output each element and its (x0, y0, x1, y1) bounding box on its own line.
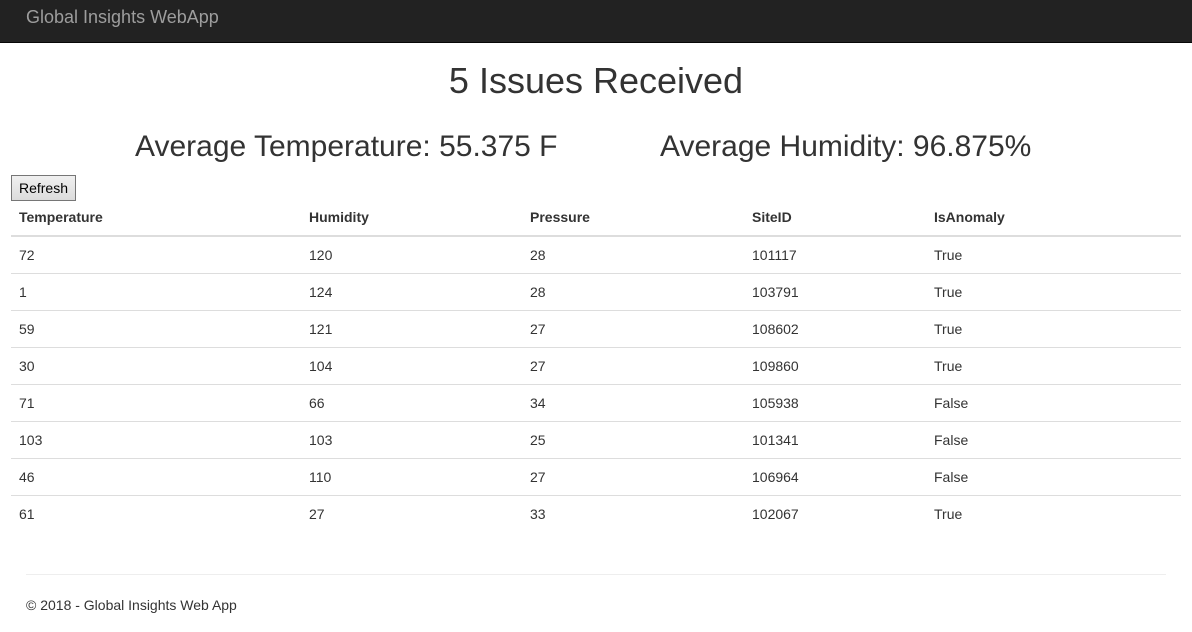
cell-temperature: 30 (11, 346, 301, 384)
cell-temperature: 61 (11, 494, 301, 532)
cell-pressure: 28 (522, 272, 744, 310)
navbar: Global Insights WebApp (0, 0, 1192, 43)
header-isanomaly: IsAnomaly (926, 199, 1181, 237)
cell-humidity: 124 (301, 272, 522, 310)
cell-isanomaly: True (926, 494, 1181, 532)
cell-temperature: 1 (11, 272, 301, 310)
cell-siteid: 108602 (744, 309, 926, 347)
table-row: 103 103 25 101341 False (11, 420, 1181, 458)
footer-divider (26, 574, 1166, 575)
header-siteid: SiteID (744, 199, 926, 237)
cell-siteid: 101341 (744, 420, 926, 458)
cell-temperature: 46 (11, 457, 301, 495)
readings-table: Temperature Humidity Pressure SiteID IsA… (11, 199, 1181, 532)
cell-isanomaly: True (926, 309, 1181, 347)
cell-siteid: 109860 (744, 346, 926, 384)
cell-humidity: 120 (309, 246, 333, 263)
cell-humidity: 121 (301, 309, 522, 347)
average-temperature: Average Temperature: 55.375 F (135, 130, 558, 163)
refresh-button[interactable]: Refresh (11, 175, 76, 201)
cell-isanomaly: False (926, 383, 1181, 421)
cell-humidity: 66 (301, 383, 522, 421)
header-pressure: Pressure (522, 199, 744, 237)
table-row: 30 104 27 109860 True (11, 346, 1181, 384)
cell-siteid: 101117 (752, 246, 797, 263)
cell-isanomaly: False (926, 420, 1181, 458)
cell-humidity: 103 (301, 420, 522, 458)
table-row: 1 124 28 103791 True (11, 272, 1181, 310)
cell-humidity: 27 (301, 494, 522, 532)
table-row: 71 66 34 105938 False (11, 383, 1181, 421)
page-title: 5 Issues Received (448, 60, 744, 101)
cell-isanomaly: True (934, 246, 963, 263)
cell-temperature: 59 (11, 309, 301, 347)
table-header-row: Temperature Humidity Pressure SiteID IsA… (11, 199, 1181, 237)
cell-temperature: 72 (19, 246, 35, 263)
table-row: 72 120 28 101117 True (11, 236, 1181, 273)
cell-isanomaly: False (926, 457, 1181, 495)
cell-temperature: 103 (11, 420, 301, 458)
cell-pressure: 33 (522, 494, 744, 532)
cell-siteid: 102067 (744, 494, 926, 532)
cell-isanomaly: True (926, 272, 1181, 310)
cell-siteid: 103791 (744, 272, 926, 310)
header-humidity: Humidity (301, 199, 522, 237)
cell-temperature: 71 (11, 383, 301, 421)
cell-pressure: 25 (522, 420, 744, 458)
cell-isanomaly: True (926, 346, 1181, 384)
cell-humidity: 104 (301, 346, 522, 384)
brand-link[interactable]: Global Insights WebApp (26, 7, 219, 27)
cell-pressure: 34 (522, 383, 744, 421)
cell-pressure: 27 (522, 309, 744, 347)
table-row: 46 110 27 106964 False (11, 457, 1181, 495)
cell-siteid: 106964 (744, 457, 926, 495)
table-row: 61 27 33 102067 True (11, 494, 1181, 532)
cell-pressure: 27 (522, 346, 744, 384)
cell-pressure: 28 (530, 246, 546, 263)
footer-copyright: © 2018 - Global Insights Web App (26, 597, 237, 613)
header-temperature: Temperature (11, 199, 301, 237)
cell-pressure: 27 (522, 457, 744, 495)
cell-humidity: 110 (301, 457, 522, 495)
average-humidity: Average Humidity: 96.875% (660, 130, 1032, 163)
table-row: 59 121 27 108602 True (11, 309, 1181, 347)
cell-siteid: 105938 (744, 383, 926, 421)
